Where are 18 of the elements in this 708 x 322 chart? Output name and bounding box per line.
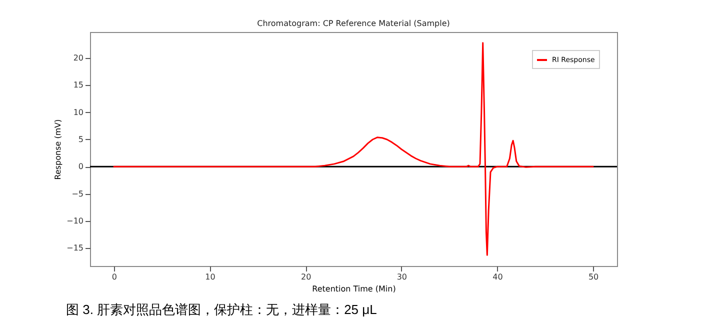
y-tick-label: −5 <box>72 189 84 198</box>
chart-title: Chromatogram: CP Reference Material (Sample) <box>257 19 450 28</box>
y-tick-label: 0 <box>78 162 84 172</box>
x-tick-label: 0 <box>112 272 117 282</box>
caption: 图 3. 肝素对照品色谱图，保护柱：无，进样量：25 μL <box>66 301 377 319</box>
y-tick-label: 5 <box>78 135 84 144</box>
y-tick-label: −10 <box>66 216 84 226</box>
x-tick-label: 10 <box>205 272 216 282</box>
y-tick-label: 10 <box>73 108 84 117</box>
y-tick-label: 15 <box>73 80 84 90</box>
x-tick-label: 20 <box>300 272 312 282</box>
x-tick-label: 50 <box>588 272 599 282</box>
y-tick-label: −15 <box>66 244 84 253</box>
x-tick-label: 40 <box>492 272 503 282</box>
y-axis-title: Response (mV) <box>54 119 63 180</box>
x-tick-label: 30 <box>396 272 408 282</box>
y-tick-label: 20 <box>73 54 84 63</box>
x-axis-title: Retention Time (Min) <box>312 284 396 294</box>
